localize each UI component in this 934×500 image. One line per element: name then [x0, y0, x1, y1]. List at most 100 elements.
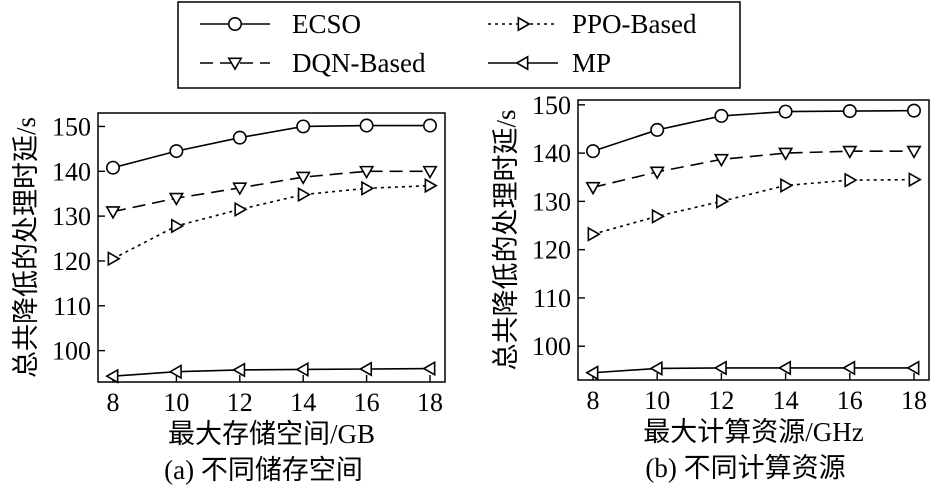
- series-line-mp: [592, 367, 914, 374]
- x-tick-label: 12: [227, 388, 253, 417]
- series-line-mp: [112, 367, 431, 377]
- data-point-ppo-based: [107, 251, 121, 267]
- x-tick-label: 18: [417, 388, 443, 417]
- data-point-ppo-based: [715, 193, 730, 209]
- x-tick-label: 16: [837, 386, 863, 415]
- data-point-ecso: [778, 104, 793, 119]
- plot-frame: [577, 99, 930, 381]
- y-tick-label: 110: [53, 292, 91, 321]
- series-line-ecso: [592, 109, 915, 152]
- legend-marker-ecso: [228, 16, 243, 31]
- data-point-mp: [358, 361, 373, 377]
- series-line-dqn-based: [592, 150, 914, 189]
- data-point-dqn-based: [842, 145, 858, 159]
- y-tick-label: 110: [533, 284, 571, 313]
- data-point-ecso: [906, 103, 921, 118]
- data-point-ecso: [359, 118, 374, 133]
- legend: ECSO DQN-Based PPO-Based MP: [177, 1, 741, 89]
- data-point-dqn-based: [295, 171, 311, 185]
- y-tick-label: 150: [52, 112, 91, 141]
- series-line-ppo-based: [112, 184, 431, 260]
- data-point-mp: [295, 361, 309, 378]
- data-point-mp: [168, 364, 182, 380]
- data-point-dqn-based: [649, 166, 665, 180]
- data-point-mp: [649, 360, 663, 376]
- data-point-mp: [777, 360, 792, 376]
- x-tick-label: 10: [163, 388, 189, 417]
- data-point-dqn-based: [232, 182, 248, 196]
- x-tick-label: 8: [587, 386, 600, 415]
- data-point-ppo-based: [651, 208, 666, 224]
- series-line-ppo-based: [592, 178, 915, 235]
- data-point-ecso: [169, 144, 184, 159]
- data-point-dqn-based: [906, 145, 922, 159]
- series-line-ecso: [112, 124, 430, 169]
- data-point-dqn-based: [713, 153, 729, 168]
- legend-label-mp: MP: [572, 48, 611, 78]
- y-axis-label: 总共降低的处理时延/s: [11, 117, 41, 378]
- panel-caption: (b) 不同计算资源: [645, 453, 845, 483]
- legend-label-ecso: ECSO: [292, 9, 361, 39]
- data-point-ppo-based: [424, 178, 438, 194]
- y-axis-label: 总共降低的处理时延/s: [491, 109, 521, 370]
- y-tick-label: 140: [52, 157, 91, 186]
- data-point-mp: [422, 360, 436, 377]
- data-point-ecso: [585, 144, 600, 159]
- data-point-ecso: [714, 108, 729, 123]
- data-point-ppo-based: [297, 187, 312, 203]
- legend-marker-dqn-based: [227, 57, 243, 71]
- legend-marker-ppo-based: [517, 16, 531, 32]
- chart-panel-b: 100 110 120 130 140 150 8 10 12 14 16 18 最大计算资源/GHz 总…: [491, 91, 930, 483]
- x-tick-label: 12: [708, 386, 734, 415]
- y-tick-label: 130: [52, 202, 91, 231]
- x-axis-label: 最大存储空间/GB: [168, 419, 375, 449]
- data-point-dqn-based: [422, 165, 438, 180]
- data-point-ecso: [106, 160, 121, 175]
- x-tick-label: 14: [773, 386, 799, 415]
- y-tick-label: 130: [532, 187, 571, 216]
- y-tick-label: 120: [52, 247, 91, 276]
- data-point-ppo-based: [844, 172, 858, 188]
- x-tick-label: 18: [901, 386, 927, 415]
- x-tick-label: 16: [354, 388, 380, 417]
- data-point-mp: [841, 360, 856, 376]
- data-point-mp: [906, 360, 920, 376]
- legend-label-dqn-based: DQN-Based: [292, 48, 426, 78]
- data-point-dqn-based: [585, 181, 601, 196]
- data-point-ecso: [650, 122, 665, 137]
- data-point-ppo-based: [170, 218, 185, 234]
- y-tick-label: 100: [52, 337, 91, 366]
- data-point-dqn-based: [359, 165, 375, 180]
- x-axis-label: 最大计算资源/GHz: [643, 417, 863, 447]
- data-point-ppo-based: [587, 226, 601, 242]
- plot-frame: [97, 112, 446, 383]
- data-point-dqn-based: [778, 147, 794, 161]
- data-point-ecso: [422, 118, 437, 133]
- data-point-mp: [713, 360, 727, 376]
- y-tick-label: 120: [532, 236, 571, 265]
- data-point-ppo-based: [908, 172, 922, 188]
- legend-frame: [177, 1, 741, 89]
- x-tick-label: 10: [644, 386, 670, 415]
- data-point-ppo-based: [361, 180, 375, 196]
- x-tick-label: 14: [290, 388, 316, 417]
- y-tick-label: 100: [532, 332, 571, 361]
- data-point-ecso: [296, 119, 311, 134]
- series-line-dqn-based: [112, 170, 430, 213]
- x-tick-label: 8: [107, 388, 120, 417]
- legend-marker-mp: [515, 55, 529, 71]
- panel-caption: (a) 不同储存空间: [164, 455, 363, 485]
- data-point-dqn-based: [168, 192, 184, 206]
- chart-panel-a: 100 110 120 130 140 150 8 10 12 14 16 18 最大存储空间/GB 总共…: [11, 112, 446, 485]
- data-point-mp: [585, 365, 599, 381]
- data-point-ecso: [842, 104, 857, 119]
- y-tick-label: 140: [532, 139, 571, 168]
- data-point-dqn-based: [105, 206, 121, 220]
- data-point-ppo-based: [780, 177, 794, 194]
- data-point-mp: [105, 368, 119, 384]
- data-point-mp: [231, 362, 246, 378]
- y-tick-label: 150: [532, 91, 571, 120]
- legend-label-ppo-based: PPO-Based: [572, 9, 697, 39]
- data-point-ppo-based: [234, 201, 248, 217]
